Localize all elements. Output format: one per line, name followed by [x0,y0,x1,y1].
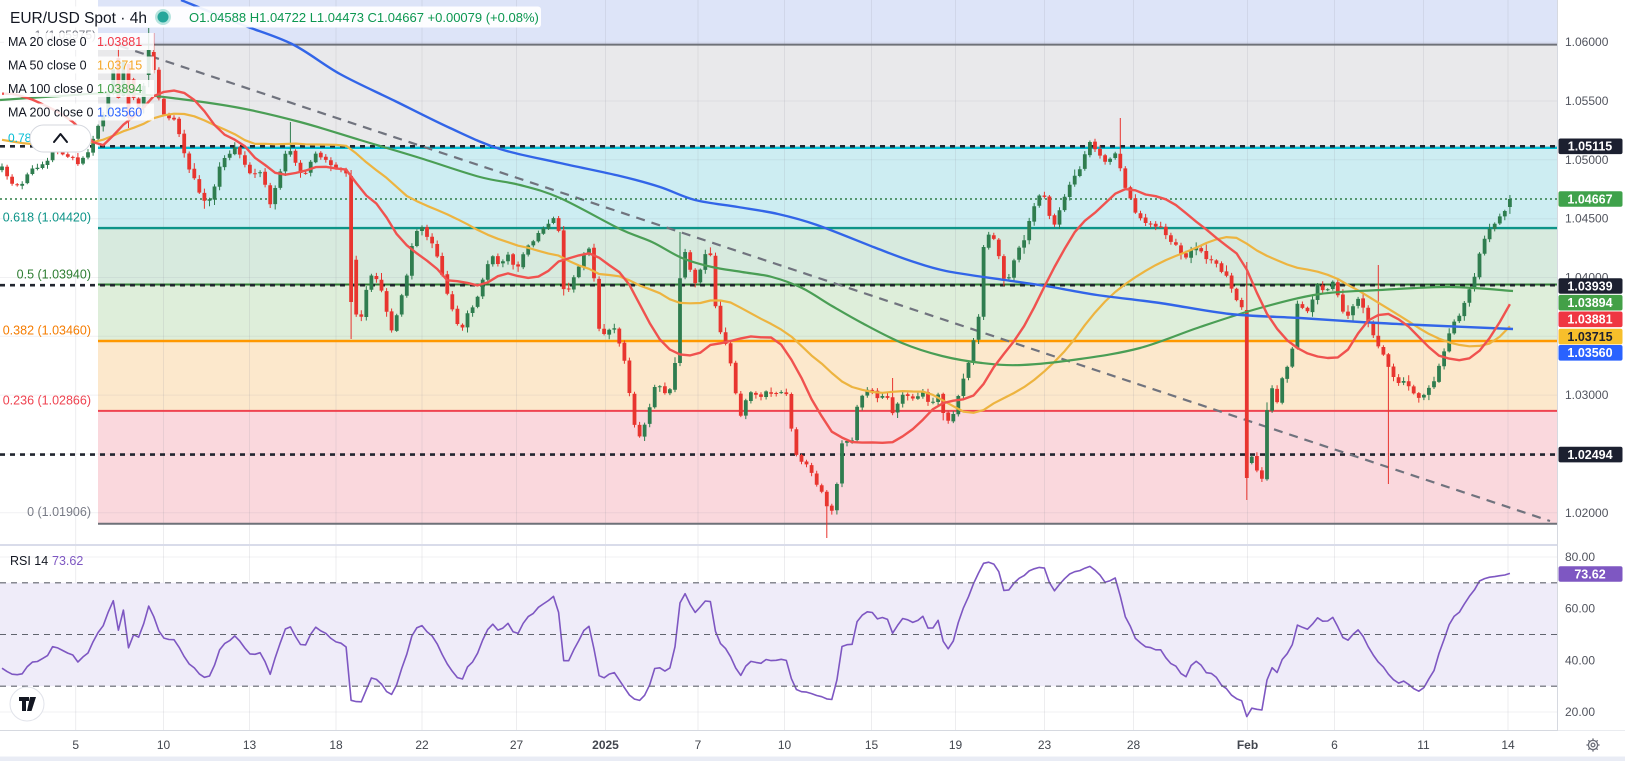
svg-text:18: 18 [329,738,343,752]
svg-text:1.03894: 1.03894 [1567,296,1612,310]
svg-text:40.00: 40.00 [1565,653,1595,667]
svg-text:1.05500: 1.05500 [1565,94,1609,108]
svg-text:5: 5 [72,738,79,752]
svg-text:7: 7 [695,738,702,752]
svg-text:MA 50 close 0: MA 50 close 0 [8,59,87,73]
svg-text:23: 23 [1038,738,1052,752]
svg-text:11: 11 [1417,738,1430,752]
svg-text:Feb: Feb [1237,738,1258,752]
svg-text:10: 10 [157,738,171,752]
svg-text:MA 20 close 0: MA 20 close 0 [8,35,87,49]
svg-text:6: 6 [1331,738,1338,752]
svg-text:EUR/USD Spot · 4h: EUR/USD Spot · 4h [10,10,147,27]
svg-text:O1.04588 H1.04722 L1.04473 C1.: O1.04588 H1.04722 L1.04473 C1.04667 +0.0… [189,10,539,25]
svg-text:MA 100 close 0: MA 100 close 0 [8,82,94,96]
svg-text:13: 13 [243,738,257,752]
svg-text:1.03715: 1.03715 [1567,330,1612,344]
svg-text:0.5 (1.03940): 0.5 (1.03940) [17,268,91,282]
svg-text:73.62: 73.62 [1574,567,1605,581]
svg-text:1.02494: 1.02494 [1567,448,1612,462]
svg-text:0.382 (1.03460): 0.382 (1.03460) [3,324,91,338]
svg-text:1.02000: 1.02000 [1565,506,1609,520]
svg-text:1.03560: 1.03560 [1567,346,1612,360]
svg-text:28: 28 [1127,738,1141,752]
svg-text:1.03560: 1.03560 [97,106,142,120]
svg-text:0.236 (1.02866): 0.236 (1.02866) [3,394,91,408]
svg-text:73.62: 73.62 [52,554,83,568]
svg-text:60.00: 60.00 [1565,602,1595,616]
svg-text:0.618 (1.04420): 0.618 (1.04420) [3,211,91,225]
svg-text:1.03939: 1.03939 [1567,279,1612,293]
svg-text:1.03000: 1.03000 [1565,388,1609,402]
svg-text:1.04500: 1.04500 [1565,212,1609,226]
svg-text:10: 10 [778,738,792,752]
svg-text:RSI 14: RSI 14 [10,554,48,568]
svg-text:80.00: 80.00 [1565,550,1595,564]
svg-text:1.05115: 1.05115 [1568,140,1613,154]
svg-text:1.03881: 1.03881 [97,35,142,49]
svg-text:19: 19 [949,738,963,752]
svg-text:15: 15 [865,738,879,752]
svg-text:1.03881: 1.03881 [1567,313,1612,327]
svg-text:1.05000: 1.05000 [1565,153,1609,167]
svg-text:1.03894: 1.03894 [97,82,142,96]
svg-text:0 (1.01906): 0 (1.01906) [27,505,91,519]
svg-text:22: 22 [415,738,429,752]
svg-text:27: 27 [510,738,524,752]
svg-text:1.06000: 1.06000 [1565,35,1609,49]
svg-text:20.00: 20.00 [1565,705,1595,719]
svg-text:MA 200 close 0: MA 200 close 0 [8,106,94,120]
svg-text:14: 14 [1501,738,1515,752]
svg-text:2025: 2025 [592,738,619,752]
svg-text:1.03715: 1.03715 [97,59,142,73]
svg-text:1.04667: 1.04667 [1567,192,1612,206]
